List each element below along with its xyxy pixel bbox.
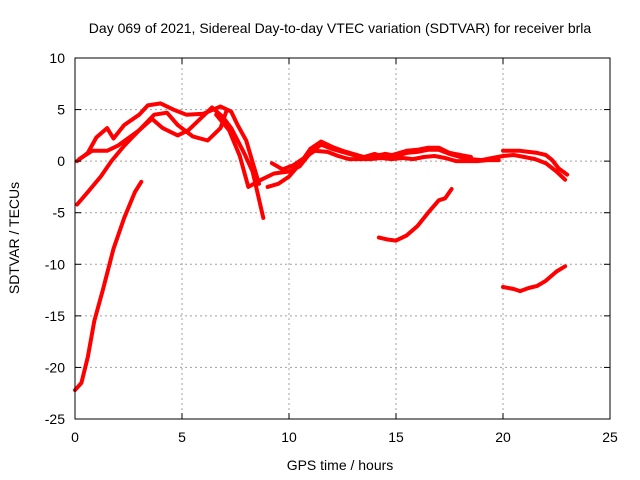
x-tick-label: 0 bbox=[71, 429, 79, 445]
x-axis-label: GPS time / hours bbox=[287, 457, 394, 473]
series-arc-1 bbox=[73, 179, 144, 393]
series-arc-4 bbox=[77, 105, 266, 220]
x-tick-label: 10 bbox=[281, 429, 297, 445]
chart-title: Day 069 of 2021, Sidereal Day-to-day VTE… bbox=[89, 20, 592, 36]
x-tick-label: 20 bbox=[495, 429, 511, 445]
x-tick-label: 25 bbox=[602, 429, 618, 445]
grid bbox=[75, 58, 610, 419]
y-tick-label: -25 bbox=[45, 411, 65, 427]
x-tick-label: 5 bbox=[178, 429, 186, 445]
series-arc-3 bbox=[75, 107, 229, 207]
series-arc-10 bbox=[501, 264, 568, 294]
y-tick-label: 10 bbox=[49, 50, 65, 66]
series-arc-5 bbox=[214, 112, 568, 189]
x-tick-label: 15 bbox=[388, 429, 404, 445]
axis-ticks: 0 5 10 15 20 25 10 5 0 -5 -10 -15 -20 -25 bbox=[45, 50, 618, 445]
series-layer bbox=[73, 101, 570, 393]
y-tick-label: -15 bbox=[45, 308, 65, 324]
y-axis-label: SDTVAR / TECUs bbox=[6, 182, 22, 294]
y-tick-label: -20 bbox=[45, 359, 65, 375]
y-tick-label: 0 bbox=[57, 153, 65, 169]
series-arc-9 bbox=[376, 187, 454, 243]
series-arc-8 bbox=[501, 148, 570, 177]
y-tick-label: -10 bbox=[45, 256, 65, 272]
y-tick-label: -5 bbox=[53, 205, 66, 221]
y-tick-label: 5 bbox=[57, 102, 65, 118]
plot-frame bbox=[74, 57, 611, 420]
series-arc-2 bbox=[75, 101, 261, 186]
series-arc-7 bbox=[269, 148, 501, 172]
